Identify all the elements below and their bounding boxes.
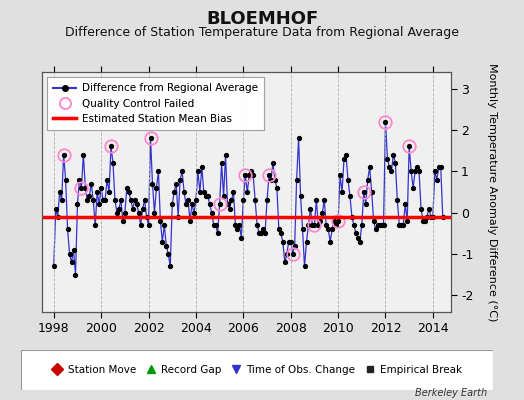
Legend: Difference from Regional Average, Quality Control Failed, Estimated Station Mean: Difference from Regional Average, Qualit… bbox=[47, 77, 264, 130]
Legend: Station Move, Record Gap, Time of Obs. Change, Empirical Break: Station Move, Record Gap, Time of Obs. C… bbox=[48, 362, 466, 378]
Text: BLOEMHOF: BLOEMHOF bbox=[206, 10, 318, 28]
Text: Difference of Station Temperature Data from Regional Average: Difference of Station Temperature Data f… bbox=[65, 26, 459, 39]
Text: Berkeley Earth: Berkeley Earth bbox=[415, 388, 487, 398]
Y-axis label: Monthly Temperature Anomaly Difference (°C): Monthly Temperature Anomaly Difference (… bbox=[487, 63, 497, 321]
